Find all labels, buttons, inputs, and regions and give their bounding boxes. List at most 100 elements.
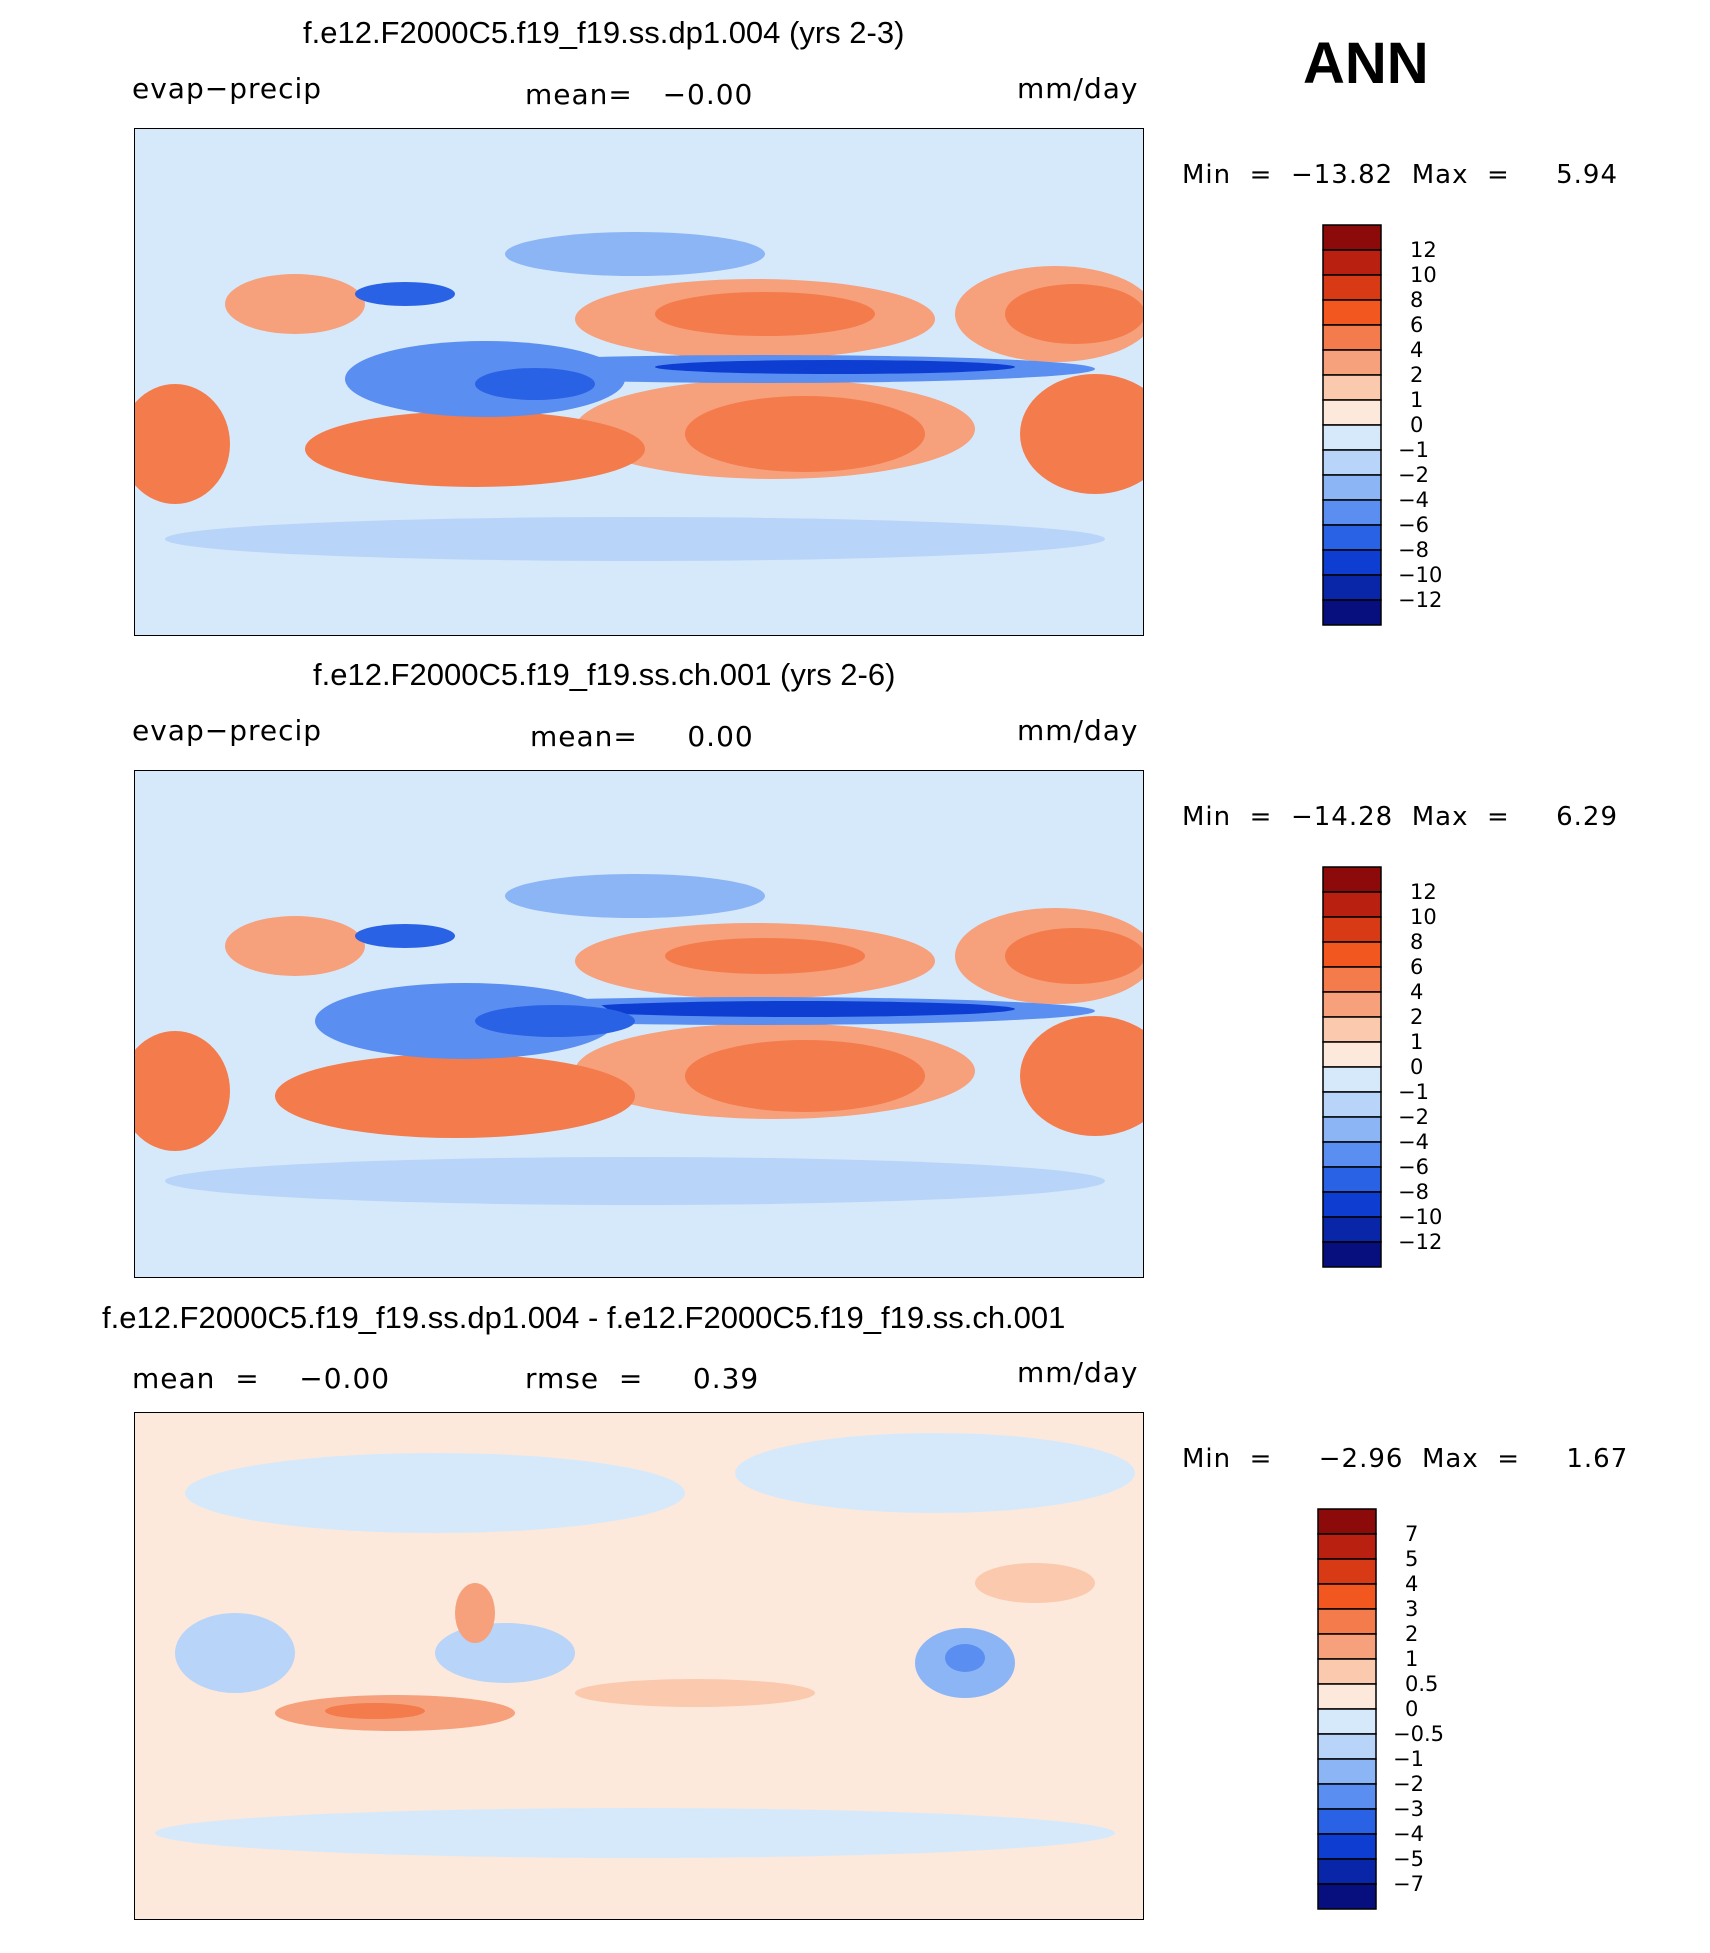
colorbar-tick-label: 4 <box>1405 1572 1419 1596</box>
panel-3-colorbar-svg <box>1317 1508 1377 1910</box>
colorbar-tick-label: −8 <box>1398 1180 1429 1204</box>
contour-north-east-light-blue <box>735 1433 1135 1513</box>
colorbar-tick-label: 4 <box>1410 980 1424 1004</box>
panel-2-colorbar <box>1322 866 1382 1273</box>
panel-2-minmax: Min = −14.28 Max = 6.29 <box>1182 802 1619 832</box>
colorbar-swatch <box>1317 1808 1377 1835</box>
contour-storm-track-s <box>165 517 1105 561</box>
colorbar-swatch <box>1317 1733 1377 1760</box>
contour-s-indian <box>275 1054 635 1138</box>
colorbar-swatch <box>1322 1041 1382 1068</box>
colorbar-tick-label: 10 <box>1410 263 1437 287</box>
contour-se-pacific-core <box>685 396 925 472</box>
colorbar-swatch <box>1322 941 1382 968</box>
contour-warm-pool-core <box>475 1005 635 1037</box>
colorbar-tick-label: 2 <box>1405 1622 1419 1646</box>
colorbar-tick-label: −4 <box>1393 1822 1424 1846</box>
colorbar-tick-label: −10 <box>1398 1205 1443 1229</box>
colorbar-tick-label: −12 <box>1398 1230 1443 1254</box>
colorbar-swatch <box>1322 1166 1382 1193</box>
colorbar-tick-label: −4 <box>1398 1130 1429 1154</box>
colorbar-tick-label: −0.5 <box>1393 1722 1444 1746</box>
colorbar-swatch <box>1322 1116 1382 1143</box>
colorbar-swatch <box>1317 1608 1377 1635</box>
colorbar-swatch <box>1317 1558 1377 1585</box>
panel-3-minmax: Min = −2.96 Max = 1.67 <box>1182 1444 1629 1474</box>
contour-amazon-core <box>945 1644 985 1672</box>
colorbar-tick-label: −5 <box>1393 1847 1424 1871</box>
colorbar-swatch <box>1317 1858 1377 1885</box>
colorbar-swatch <box>1317 1583 1377 1610</box>
colorbar-swatch <box>1322 224 1382 251</box>
panel-2-units-label: mm/day <box>1017 714 1139 747</box>
contour-arabian <box>225 274 365 334</box>
contour-africa-blue <box>175 1613 295 1693</box>
contour-tibet <box>355 282 455 306</box>
colorbar-tick-label: −6 <box>1398 513 1429 537</box>
contour-n-atlantic-core <box>1005 928 1143 984</box>
contour-s-atlantic-west <box>135 384 230 504</box>
colorbar-swatch <box>1322 1091 1382 1118</box>
contour-c-pacific-red <box>575 1679 815 1707</box>
panel-2-title: f.e12.F2000C5.f19_f19.ss.ch.001 (yrs 2-6… <box>313 657 896 692</box>
contour-nw-pacific <box>505 232 765 276</box>
colorbar-swatch <box>1322 1066 1382 1093</box>
contour-w-pacific-red <box>455 1583 495 1643</box>
colorbar-tick-label: −1 <box>1398 438 1429 462</box>
contour-storm-track-s <box>165 1157 1105 1205</box>
colorbar-swatch <box>1322 1241 1382 1268</box>
panel-1-mean-label: mean= −0.00 <box>525 78 754 111</box>
colorbar-tick-label: −3 <box>1393 1797 1424 1821</box>
colorbar-swatch <box>1322 424 1382 451</box>
panel-1-title: f.e12.F2000C5.f19_f19.ss.dp1.004 (yrs 2-… <box>303 15 905 50</box>
contour-warm-pool-core <box>475 368 595 400</box>
colorbar-tick-label: 6 <box>1410 313 1424 337</box>
contour-arabian <box>225 916 365 976</box>
panel-3-rmse-label: rmse = 0.39 <box>525 1362 760 1395</box>
colorbar-swatch <box>1317 1708 1377 1735</box>
colorbar-tick-label: 1 <box>1410 1030 1424 1054</box>
colorbar-tick-label: −6 <box>1398 1155 1429 1179</box>
colorbar-swatch <box>1317 1533 1377 1560</box>
contour-tibet <box>355 924 455 948</box>
panel-3-map <box>134 1412 1144 1920</box>
panel-1-colorbar <box>1322 224 1382 631</box>
colorbar-swatch <box>1322 474 1382 501</box>
colorbar-tick-label: −1 <box>1393 1747 1424 1771</box>
colorbar-swatch <box>1322 574 1382 601</box>
colorbar-swatch <box>1317 1683 1377 1710</box>
colorbar-swatch <box>1322 1016 1382 1043</box>
contour-atlantic-red <box>975 1563 1095 1603</box>
colorbar-swatch <box>1322 891 1382 918</box>
panel-2-variable-label: evap−precip <box>132 714 323 747</box>
colorbar-swatch <box>1322 274 1382 301</box>
panel-2-mean-label: mean= 0.00 <box>530 720 754 753</box>
panel-3-title: f.e12.F2000C5.f19_f19.ss.dp1.004 - f.e12… <box>102 1300 1066 1335</box>
contour-maritime-blue <box>435 1623 575 1683</box>
colorbar-swatch <box>1322 549 1382 576</box>
colorbar-swatch <box>1317 1633 1377 1660</box>
colorbar-swatch <box>1322 1216 1382 1243</box>
colorbar-tick-label: −2 <box>1398 463 1429 487</box>
colorbar-tick-label: 0 <box>1410 1055 1424 1079</box>
colorbar-tick-label: 8 <box>1410 288 1424 312</box>
colorbar-tick-label: 7 <box>1405 1522 1419 1546</box>
colorbar-swatch <box>1322 599 1382 626</box>
colorbar-tick-label: 2 <box>1410 363 1424 387</box>
panel-1-units-label: mm/day <box>1017 72 1139 105</box>
colorbar-tick-label: 12 <box>1410 238 1437 262</box>
contour-warm-pool <box>315 983 615 1059</box>
colorbar-tick-label: 1 <box>1405 1647 1419 1671</box>
colorbar-swatch <box>1322 374 1382 401</box>
contour-s-indian-core <box>325 1703 425 1719</box>
contour-se-pacific-core <box>685 1040 925 1112</box>
colorbar-swatch <box>1322 499 1382 526</box>
colorbar-swatch <box>1317 1833 1377 1860</box>
colorbar-tick-label: 8 <box>1410 930 1424 954</box>
colorbar-swatch <box>1322 299 1382 326</box>
colorbar-tick-label: −1 <box>1398 1080 1429 1104</box>
contour-itcz-core <box>655 360 1015 374</box>
colorbar-tick-label: −8 <box>1398 538 1429 562</box>
colorbar-swatch <box>1317 1658 1377 1685</box>
contour-south-light-blue <box>155 1808 1115 1858</box>
